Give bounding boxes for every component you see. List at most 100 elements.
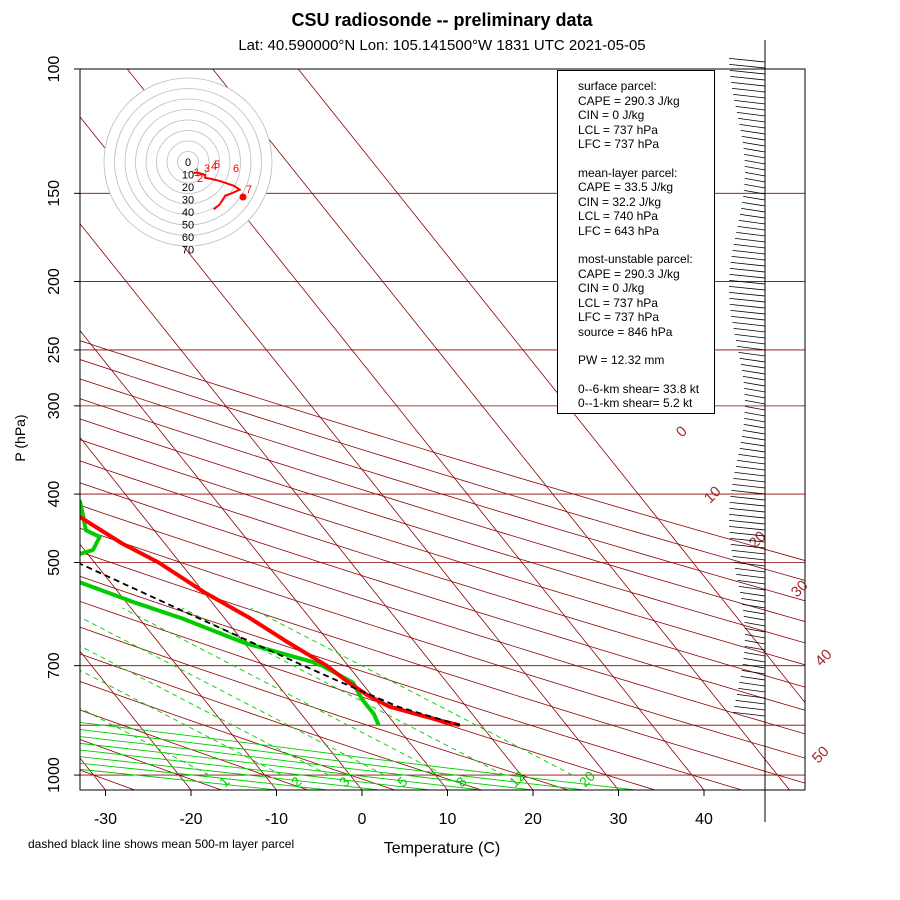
mixing-ratio-label: 1 [216,773,233,790]
y-tick-label: 400 [46,481,63,508]
wind-barb [739,358,766,363]
wind-barb [744,178,766,183]
plot-frame [79,68,806,791]
wind-barb [744,388,766,393]
wind-barb [729,526,766,531]
wind-barb [739,448,766,453]
x-tick-label: -20 [179,811,202,828]
wind-barb [732,484,766,489]
isotherm [80,650,192,790]
mixing-ratio-line [80,645,329,776]
wind-barb [741,370,766,375]
wind-barb [729,538,766,543]
wind-barb [744,622,766,627]
wind-barb [733,562,766,567]
hodograph-trace [193,171,242,211]
info-line: LCL = 740 hPa [578,209,658,223]
dry-adiabat [80,681,395,790]
wind-barb [733,244,766,249]
wind-barb [738,454,766,459]
hodograph-ring [145,119,231,205]
x-tick-label: 0 [358,811,367,828]
x-tick-label: 30 [610,811,628,828]
wind-barb [730,310,766,315]
wind-barb [732,556,766,561]
moist-adiabat [80,736,534,790]
wind-barb [744,628,766,633]
info-line: source = 846 hPa [578,324,673,339]
moist-adiabat [80,749,431,790]
info-line: CAPE = 290.3 J/kg [578,266,680,281]
info-line: LCL = 737 hPa [578,295,658,310]
wind-barb [729,280,766,285]
wind-barb [729,514,766,519]
hodograph-ring [156,130,220,194]
info-line: mean-layer parcel: [578,165,678,180]
wind-barb [744,154,766,159]
y-tick-label: 200 [46,268,63,295]
hodograph-height-label: 1 [194,167,200,179]
wind-barb [737,346,766,351]
wind-barb [729,70,766,75]
wind-barb [731,316,766,321]
wind-barb [744,652,766,657]
info-line: LFC = 737 hPa [578,137,660,151]
wind-barb [731,82,766,87]
shear-0-1km: 0--1-km shear= 5.2 kt [578,396,693,410]
wind-barb [736,232,766,237]
wind-barb [744,640,766,645]
dry-adiabat [80,653,482,790]
y-axis-label: P (hPa) [12,414,28,462]
wind-barb [741,598,766,603]
hodograph-endpoint [239,193,247,201]
wind-barb [730,544,766,549]
footnote: dashed black line shows mean 500-m layer… [28,837,295,851]
isotherm [80,436,363,790]
info-line: CAPE = 290.3 J/kg [578,93,680,108]
info-line: CIN = 0 J/kg [578,281,645,295]
dry-adiabat [80,504,805,735]
hodograph-height-label: 4 [211,161,217,173]
dry-adiabat [80,418,805,644]
dry-adiabat [80,626,569,790]
wind-barb [729,268,766,273]
wind-barb [738,688,766,693]
wind-barb [729,502,766,507]
hodograph-ring [124,98,252,226]
moist-adiabat [80,729,585,790]
wind-barb [735,466,766,471]
dry-adiabat [80,482,805,711]
y-tick-label: 500 [46,549,63,576]
wind-barb [744,394,766,399]
y-tick-label: 150 [46,180,63,207]
wind-barb [734,238,766,243]
dry-adiabat [80,527,805,759]
dry-adiabat [80,739,222,790]
hodograph-height-label: 5 [214,159,220,171]
y-tick-label: 300 [46,392,63,419]
wind-barb [731,550,766,555]
wind-barb [737,226,766,231]
x-axis-label: Temperature (C) [383,840,501,857]
wind-barb [742,604,766,609]
wind-barb [731,490,766,495]
precipitable-water: PW = 12.32 mm [578,353,665,367]
wind-barb [741,670,766,675]
wind-barb [731,256,766,261]
wind-barb [741,436,766,441]
wind-barb [732,88,766,93]
wind-barb [742,202,766,207]
wind-barb [741,208,766,213]
mixing-ratio-line [122,607,445,776]
wind-barb [744,172,766,177]
wind-barb [738,118,766,123]
y-tick-label: 700 [46,652,63,679]
wind-barb [744,412,766,417]
mean-layer-parcel-group: mean-layer parcel: CAPE = 33.5 J/kg CIN … [578,166,714,239]
dewpoint-trace [80,499,381,726]
hodograph-ring [177,151,199,173]
dry-adiabat [80,460,805,688]
info-line: most-unstable parcel: [578,252,693,266]
wind-barb [743,616,766,621]
wind-barb [729,304,766,309]
